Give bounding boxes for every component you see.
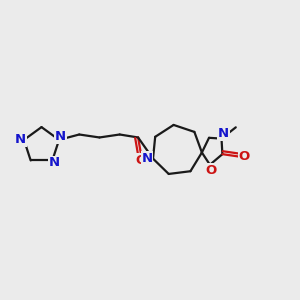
Text: N: N — [49, 156, 60, 169]
Text: N: N — [218, 127, 229, 140]
Text: O: O — [238, 150, 250, 163]
Text: O: O — [206, 164, 217, 177]
Text: N: N — [15, 133, 26, 146]
Text: N: N — [142, 152, 153, 164]
Text: O: O — [135, 154, 147, 167]
Text: N: N — [55, 130, 66, 143]
